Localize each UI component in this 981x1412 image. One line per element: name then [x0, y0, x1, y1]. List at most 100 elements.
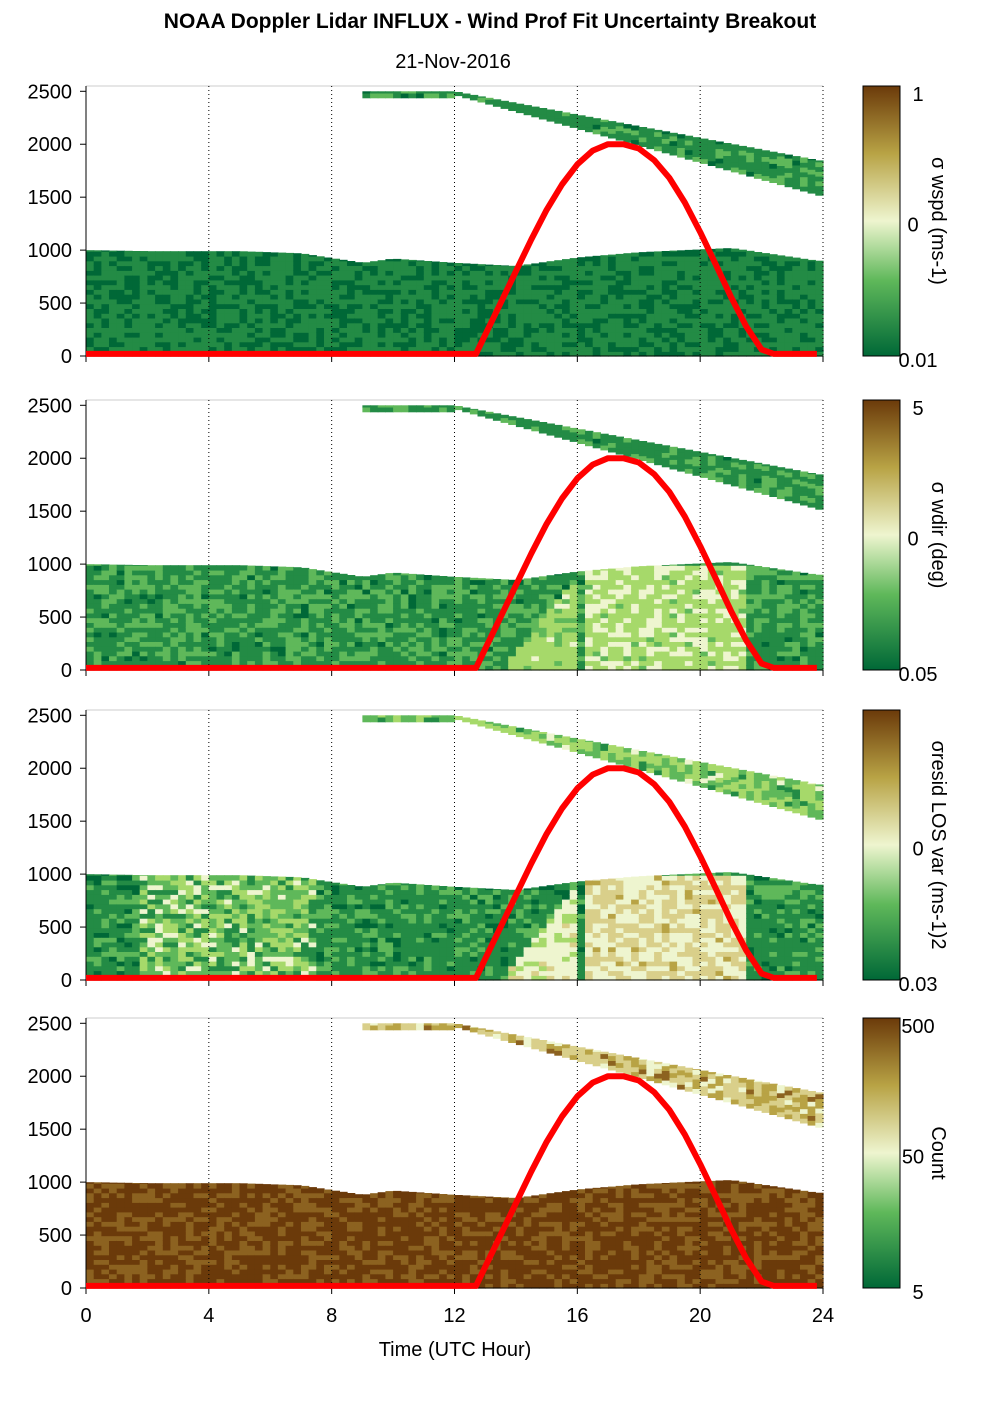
heatmap-cell: [170, 937, 179, 943]
heatmap-cell: [669, 346, 678, 352]
heatmap-cell: [677, 147, 686, 153]
heatmap-cell: [761, 170, 770, 177]
heatmap-cell: [254, 255, 264, 262]
heatmap-cell: [193, 617, 202, 623]
heatmap-cell: [254, 284, 264, 290]
heatmap-cell: [170, 569, 179, 576]
heatmap-cell: [677, 308, 686, 314]
heatmap-cell: [523, 270, 532, 276]
heatmap-cell: [592, 270, 601, 276]
heatmap-cell: [308, 612, 317, 619]
heatmap-cell: [423, 627, 433, 633]
heatmap-cell: [339, 589, 348, 595]
heatmap-cell: [201, 275, 210, 281]
heatmap-cell: [185, 346, 195, 352]
heatmap-cell: [270, 327, 279, 333]
heatmap-cell: [370, 636, 379, 642]
heatmap-cell: [684, 449, 694, 455]
heatmap-cell: [86, 569, 95, 576]
heatmap-cell: [231, 655, 241, 662]
heatmap-cell: [162, 951, 172, 957]
heatmap-cell: [370, 612, 379, 619]
heatmap-cell: [654, 298, 663, 305]
heatmap-cell: [631, 270, 640, 276]
heatmap-cell: [477, 294, 486, 300]
heatmap-cell: [462, 346, 471, 352]
heatmap-cell: [646, 129, 655, 135]
heatmap-cell: [631, 341, 640, 348]
heatmap-cell: [101, 303, 110, 309]
heatmap-cell: [170, 270, 179, 276]
heatmap-cell: [293, 567, 302, 571]
heatmap-cell: [508, 665, 517, 671]
heatmap-cell: [132, 275, 141, 281]
heatmap-cell: [339, 646, 348, 652]
heatmap-cell: [715, 351, 724, 357]
heatmap-cell: [423, 303, 433, 309]
heatmap-cell: [623, 284, 632, 290]
heatmap-cell: [677, 298, 686, 305]
heatmap-cell: [815, 617, 824, 623]
heatmap-cell: [523, 265, 532, 271]
heatmap-cell: [270, 336, 279, 343]
heatmap-cell: [416, 332, 425, 338]
heatmap-cell: [661, 322, 671, 328]
heatmap-cell: [492, 351, 502, 357]
heatmap-cell: [546, 622, 555, 628]
heatmap-cell: [139, 317, 148, 324]
heatmap-cell: [208, 332, 218, 338]
heatmap-cell: [93, 255, 102, 262]
sun-elevation-curve: [86, 141, 817, 357]
heatmap-cell: [124, 932, 133, 938]
heatmap-cell: [746, 317, 755, 324]
heatmap-cell: [477, 298, 486, 305]
heatmap-cell: [492, 650, 502, 657]
heatmap-cell: [500, 265, 509, 271]
heatmap-cell: [208, 593, 218, 600]
heatmap-cell: [231, 617, 241, 623]
heatmap-cell: [615, 294, 624, 300]
heatmap-cell: [677, 322, 686, 328]
heatmap-cell: [669, 132, 678, 137]
heatmap-cell: [615, 569, 624, 576]
heatmap-cell: [807, 178, 816, 184]
heatmap-cell: [631, 134, 640, 141]
heatmap-cell: [646, 294, 655, 300]
heatmap-cell: [324, 279, 333, 286]
heatmap-cell: [162, 622, 172, 628]
heatmap-cell: [600, 627, 609, 633]
heatmap-cell: [592, 332, 601, 338]
heatmap-cell: [377, 405, 386, 408]
heatmap-cell: [439, 265, 448, 271]
heatmap-cell: [124, 903, 133, 910]
heatmap-cell: [370, 332, 379, 338]
heatmap-cell: [608, 631, 617, 638]
heatmap-cell: [331, 332, 340, 338]
heatmap-cell: [753, 665, 763, 671]
heatmap-cell: [538, 262, 548, 267]
heatmap-cell: [692, 563, 701, 566]
heatmap-cell: [700, 298, 709, 305]
heatmap-cell: [132, 322, 141, 328]
heatmap-cell: [254, 579, 264, 585]
heatmap-cell: [439, 317, 448, 324]
heatmap-cell: [646, 308, 655, 314]
heatmap-cell: [462, 303, 471, 309]
heatmap-cell: [277, 566, 287, 571]
heatmap-cell: [247, 569, 256, 576]
heatmap-cell: [638, 265, 648, 271]
heatmap-cell: [692, 589, 701, 595]
heatmap-cell: [178, 946, 187, 952]
heatmap-cell: [247, 251, 256, 257]
heatmap-cell: [185, 932, 195, 938]
heatmap-cell: [132, 650, 141, 657]
heatmap-cell: [723, 474, 732, 480]
heatmap-cell: [500, 270, 509, 276]
heatmap-cell: [515, 303, 525, 309]
heatmap-cell: [101, 965, 110, 972]
heatmap-cell: [277, 598, 287, 604]
heatmap-cell: [608, 584, 617, 590]
heatmap-cell: [508, 650, 517, 657]
heatmap-cell: [109, 598, 118, 604]
heatmap-cell: [86, 336, 95, 343]
